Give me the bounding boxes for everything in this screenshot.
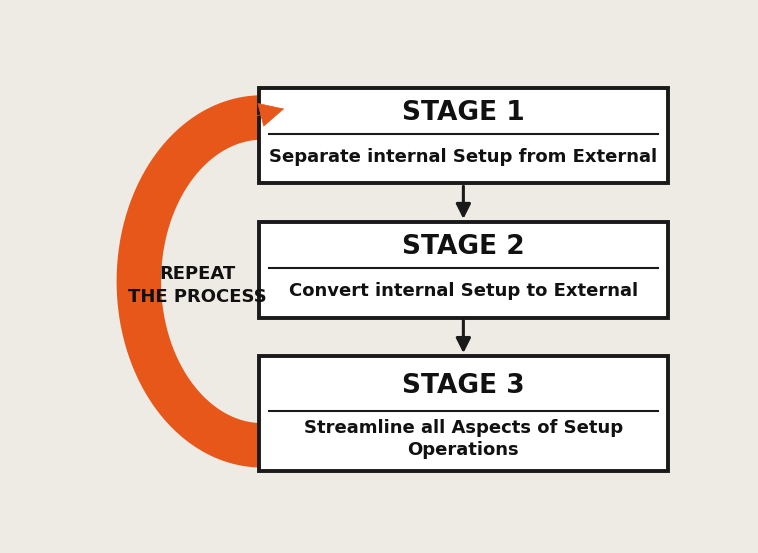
Text: REPEAT
THE PROCESS: REPEAT THE PROCESS	[128, 265, 267, 306]
FancyBboxPatch shape	[259, 356, 668, 471]
Text: STAGE 1: STAGE 1	[402, 100, 525, 126]
Text: Separate internal Setup from External: Separate internal Setup from External	[269, 148, 657, 165]
Text: STAGE 2: STAGE 2	[402, 234, 525, 260]
Circle shape	[252, 438, 272, 452]
FancyBboxPatch shape	[259, 222, 668, 317]
Text: STAGE 3: STAGE 3	[402, 373, 525, 399]
FancyBboxPatch shape	[259, 88, 668, 184]
Text: Streamline all Aspects of Setup
Operations: Streamline all Aspects of Setup Operatio…	[304, 419, 623, 459]
Text: Convert internal Setup to External: Convert internal Setup to External	[289, 281, 638, 300]
